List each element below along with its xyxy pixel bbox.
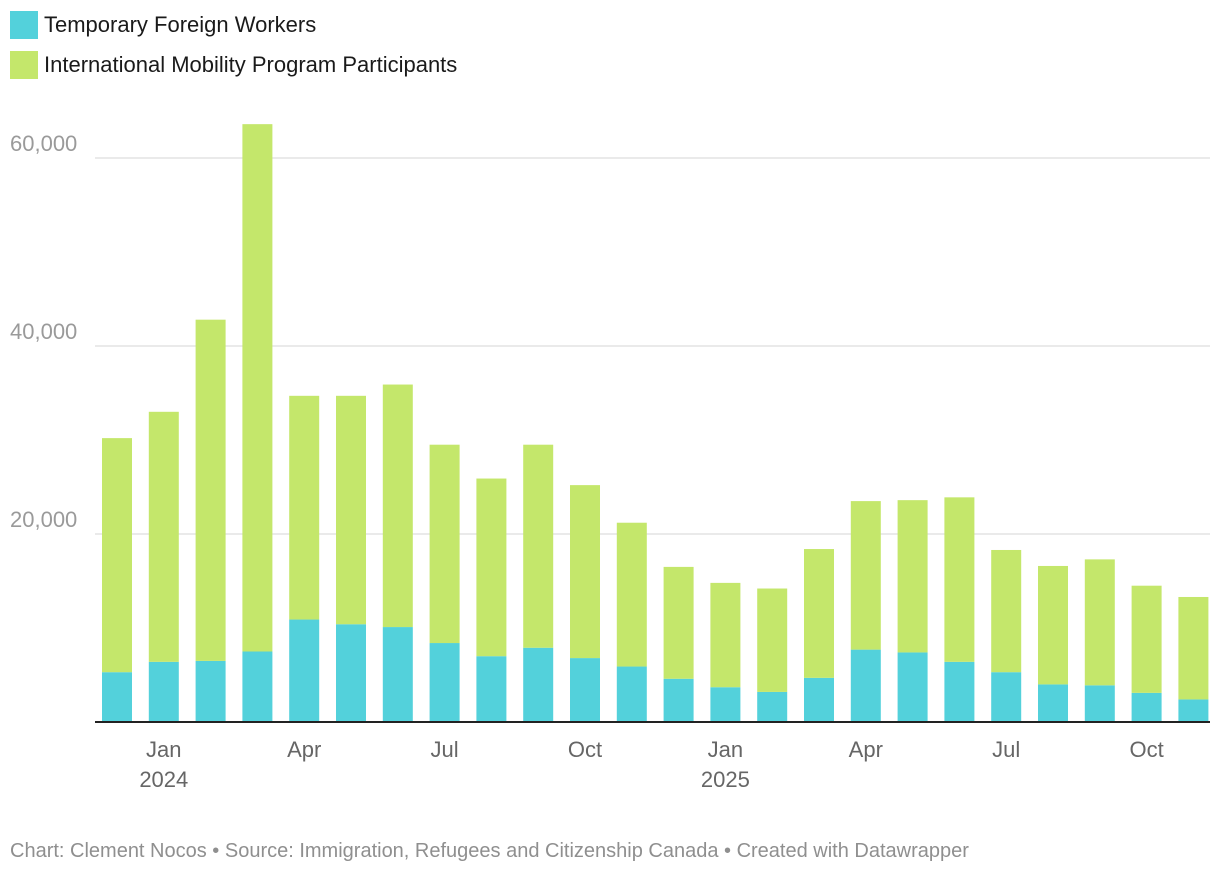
bar-international-mobility[interactable]	[523, 444, 554, 648]
x-tick-label: Oct	[1129, 737, 1163, 762]
bar-international-mobility[interactable]	[757, 588, 788, 692]
legend-swatch-tfw	[10, 11, 38, 39]
bar-international-mobility[interactable]	[944, 497, 975, 662]
bar-temporary-foreign-workers[interactable]	[242, 651, 273, 723]
bar-temporary-foreign-workers[interactable]	[663, 678, 694, 722]
legend: Temporary Foreign Workers International …	[10, 10, 457, 90]
legend-label-imp: International Mobility Program Participa…	[44, 52, 458, 77]
bar-temporary-foreign-workers[interactable]	[195, 660, 226, 722]
bar-international-mobility[interactable]	[382, 384, 413, 628]
legend-swatch-imp	[10, 51, 38, 79]
bar-international-mobility[interactable]	[289, 395, 320, 620]
bar-temporary-foreign-workers[interactable]	[991, 672, 1022, 722]
bar-temporary-foreign-workers[interactable]	[710, 687, 741, 722]
bar-temporary-foreign-workers[interactable]	[570, 658, 600, 722]
bar-temporary-foreign-workers[interactable]	[1084, 685, 1115, 722]
bar-temporary-foreign-workers[interactable]	[429, 643, 460, 722]
bar-international-mobility[interactable]	[1084, 559, 1115, 686]
bar-temporary-foreign-workers[interactable]	[850, 649, 881, 722]
bar-international-mobility[interactable]	[148, 411, 179, 662]
bar-international-mobility[interactable]	[242, 124, 273, 652]
bar-temporary-foreign-workers[interactable]	[616, 666, 647, 722]
bar-international-mobility[interactable]	[429, 444, 460, 644]
chart-credit: Chart: Clement Nocos • Source: Immigrati…	[10, 840, 969, 862]
x-tick-label: Apr	[287, 737, 321, 762]
bar-international-mobility[interactable]	[336, 395, 366, 625]
bar-international-mobility[interactable]	[897, 500, 928, 653]
x-tick-label: Oct	[568, 737, 602, 762]
y-tick-label-20000: 20,000	[10, 507, 77, 532]
bar-temporary-foreign-workers[interactable]	[289, 619, 320, 722]
bar-international-mobility[interactable]	[102, 438, 132, 673]
bar-international-mobility[interactable]	[663, 566, 694, 679]
bar-international-mobility[interactable]	[804, 549, 834, 678]
bar-international-mobility[interactable]	[1178, 596, 1209, 700]
bar-temporary-foreign-workers[interactable]	[476, 656, 507, 722]
bar-international-mobility[interactable]	[616, 522, 647, 667]
x-tick-label: Jul	[431, 737, 459, 762]
x-tick-year-label: 2025	[701, 767, 750, 792]
legend-item-international-mobility[interactable]: International Mobility Program Participa…	[10, 50, 457, 80]
y-tick-label-40000: 40,000	[10, 319, 77, 344]
x-tick-label: Jul	[992, 737, 1020, 762]
bar-temporary-foreign-workers[interactable]	[148, 661, 179, 722]
y-tick-label-60000: 60,000	[10, 131, 77, 156]
legend-label-tfw: Temporary Foreign Workers	[44, 12, 317, 37]
legend-item-temporary-foreign-workers[interactable]: Temporary Foreign Workers	[10, 10, 457, 40]
bar-temporary-foreign-workers[interactable]	[1038, 684, 1068, 722]
bar-international-mobility[interactable]	[570, 485, 600, 659]
bar-temporary-foreign-workers[interactable]	[102, 672, 132, 722]
bar-international-mobility[interactable]	[1038, 565, 1068, 685]
bar-temporary-foreign-workers[interactable]	[804, 677, 834, 722]
bar-temporary-foreign-workers[interactable]	[523, 647, 554, 722]
bar-international-mobility[interactable]	[710, 582, 741, 688]
bar-temporary-foreign-workers[interactable]	[897, 652, 928, 722]
bar-temporary-foreign-workers[interactable]	[1178, 699, 1209, 722]
bar-temporary-foreign-workers[interactable]	[382, 627, 413, 722]
bar-international-mobility[interactable]	[850, 501, 881, 650]
bar-international-mobility[interactable]	[991, 549, 1022, 673]
bar-temporary-foreign-workers[interactable]	[336, 624, 366, 722]
bar-temporary-foreign-workers[interactable]	[757, 691, 788, 722]
bar-international-mobility[interactable]	[1131, 585, 1162, 693]
x-tick-label: Apr	[849, 737, 883, 762]
x-tick-label: Jan	[708, 737, 743, 762]
x-tick-year-label: 2024	[139, 767, 188, 792]
bar-temporary-foreign-workers[interactable]	[944, 661, 975, 722]
bar-temporary-foreign-workers[interactable]	[1131, 692, 1162, 722]
x-tick-label: Jan	[146, 737, 181, 762]
bar-international-mobility[interactable]	[476, 478, 507, 657]
bar-international-mobility[interactable]	[195, 319, 226, 661]
